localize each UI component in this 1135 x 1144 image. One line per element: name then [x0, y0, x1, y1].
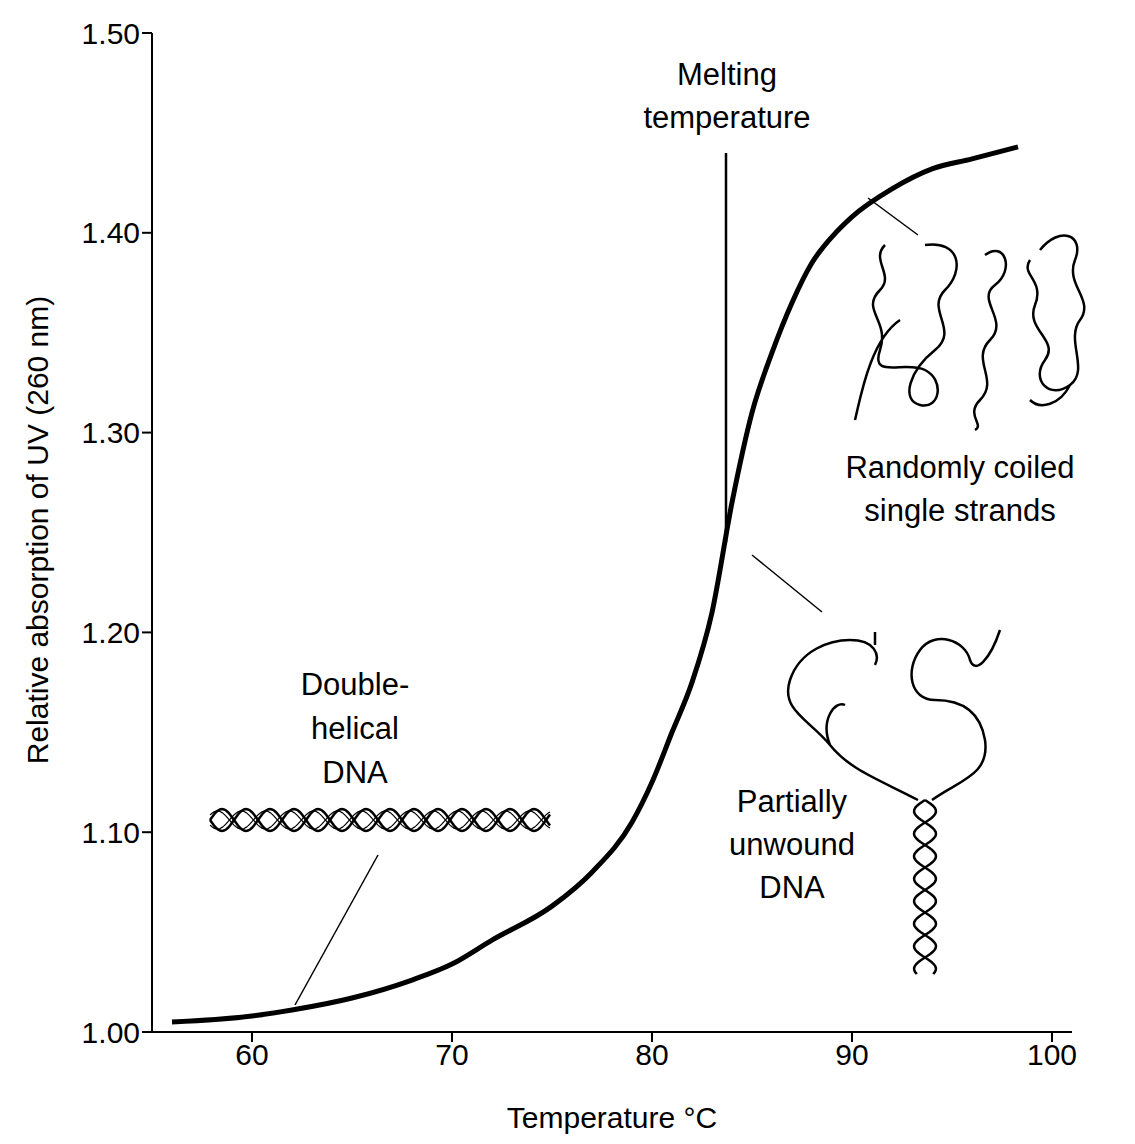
- svg-text:PartiallyunwoundDNA: PartiallyunwoundDNA: [729, 784, 855, 905]
- svg-text:Meltingtemperature: Meltingtemperature: [643, 57, 810, 135]
- svg-text:1.20: 1.20: [82, 616, 140, 649]
- svg-text:Relative absorption of UV (260: Relative absorption of UV (260 nm): [21, 296, 54, 765]
- svg-text:90: 90: [835, 1038, 868, 1071]
- svg-text:1.40: 1.40: [82, 216, 140, 249]
- svg-text:1.10: 1.10: [82, 816, 140, 849]
- svg-text:100: 100: [1027, 1038, 1077, 1071]
- svg-text:Randomly coiledsingle strands: Randomly coiledsingle strands: [845, 450, 1074, 528]
- svg-text:Double-helicalDNA: Double-helicalDNA: [301, 667, 410, 790]
- svg-text:80: 80: [635, 1038, 668, 1071]
- svg-text:70: 70: [435, 1038, 468, 1071]
- svg-text:60: 60: [235, 1038, 268, 1071]
- svg-text:1.50: 1.50: [82, 17, 140, 50]
- svg-text:Temperature °C: Temperature °C: [507, 1101, 717, 1134]
- svg-text:1.00: 1.00: [82, 1016, 140, 1049]
- svg-text:1.30: 1.30: [82, 416, 140, 449]
